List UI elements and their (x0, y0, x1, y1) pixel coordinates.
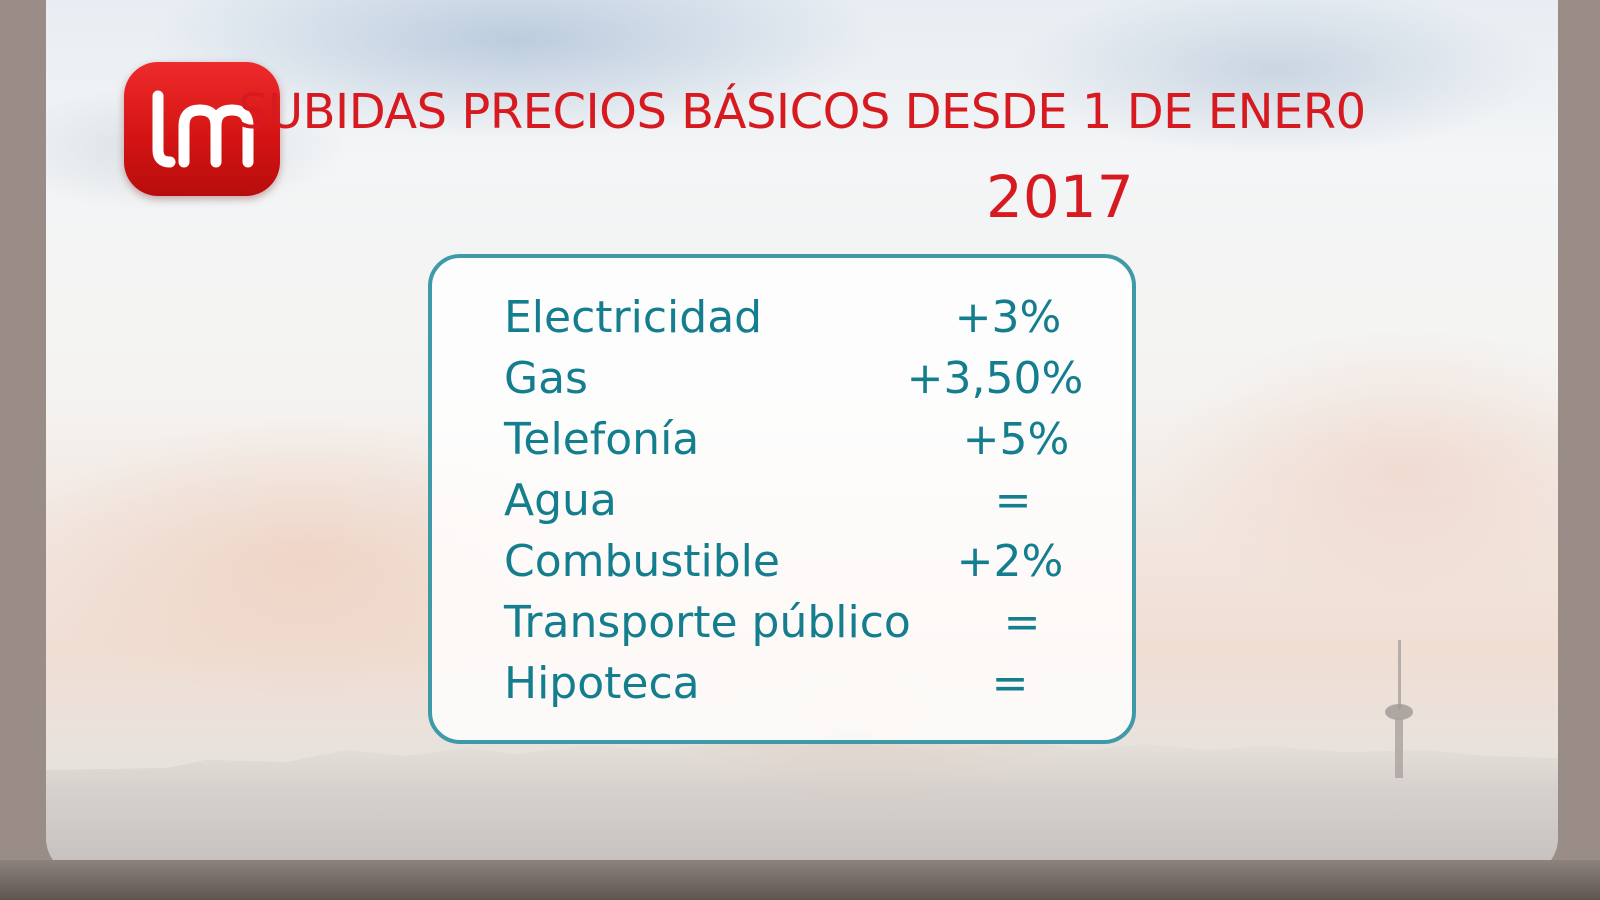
item-label-agua: Agua (504, 475, 617, 526)
item-label-telefonia: Telefonía (504, 414, 700, 465)
item-label-transporte-publico: Transporte público (504, 597, 911, 648)
city-skyline-image (46, 640, 1558, 876)
year-label: 2017 (986, 163, 1134, 231)
price-increase-table: Electricidad +3% Gas +3,50% Telefonía +5… (428, 254, 1136, 744)
item-value-agua: = (994, 475, 1032, 526)
item-value-transporte-publico: = (1003, 597, 1041, 648)
page-title: SUBIDAS PRECIOS BÁSICOS DESDE 1 DE ENER0 (238, 84, 1366, 140)
item-label-combustible: Combustible (504, 536, 780, 587)
item-value-electricidad: +3% (954, 292, 1062, 343)
lm-logo-icon (152, 90, 254, 168)
item-label-electricidad: Electricidad (504, 292, 763, 343)
item-value-hipoteca: = (991, 658, 1029, 709)
item-value-combustible: +2% (956, 536, 1064, 587)
item-value-telefonia: +5% (962, 414, 1070, 465)
bottom-band (0, 860, 1600, 900)
lm-logo (124, 62, 280, 196)
item-label-gas: Gas (504, 353, 588, 404)
item-value-gas: +3,50% (906, 353, 1084, 404)
item-label-hipoteca: Hipoteca (504, 658, 700, 709)
